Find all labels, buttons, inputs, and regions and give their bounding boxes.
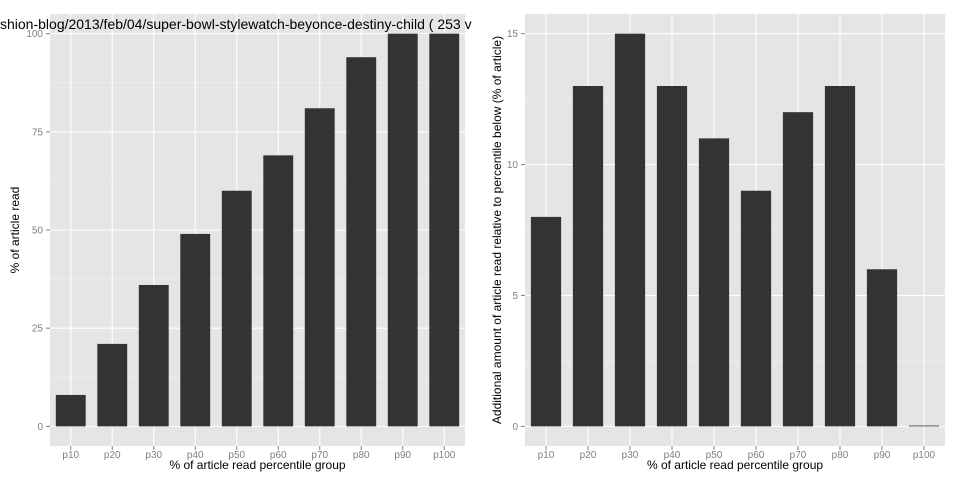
bar-p80 [346, 57, 377, 427]
bar-p90 [387, 33, 418, 427]
left-bar-chart: 0 25 50 75 100 p10 p20 p30 p40 p50 p60 p70 p80 p90 p10… [0, 14, 472, 472]
x-tick-label: p70 [790, 450, 807, 461]
y-tick-label: 0 [37, 422, 43, 433]
x-tick-label: p30 [145, 450, 162, 461]
x-tick-label: p30 [622, 450, 639, 461]
x-tick-label: p90 [394, 450, 411, 461]
bar-p10 [55, 394, 86, 427]
x-tick-label: p90 [874, 450, 891, 461]
x-tick-label: p100 [433, 450, 456, 461]
bar-p30 [614, 33, 646, 427]
bar-p60 [740, 190, 772, 427]
y-tick-label: 5 [512, 291, 518, 302]
bar-p70 [304, 108, 335, 427]
x-tick-label: p60 [748, 450, 765, 461]
x-tick-label: p40 [664, 450, 681, 461]
chart-title: shion-blog/2013/feb/04/super-bowl-stylew… [0, 16, 472, 32]
x-axis-title: % of article read percentile group [169, 458, 345, 472]
bar-p60 [263, 155, 294, 427]
y-axis-title: Additional amount of article read relati… [490, 36, 504, 424]
x-tick-label: p80 [353, 450, 370, 461]
x-tick-label: p50 [706, 450, 723, 461]
x-tick-label: p80 [832, 450, 849, 461]
x-tick-label: p70 [311, 450, 328, 461]
x-tick-label: p10 [62, 450, 79, 461]
x-tick-label: p50 [228, 450, 245, 461]
x-axis-title: % of article read percentile group [647, 458, 823, 472]
y-tick-label: 75 [32, 127, 44, 138]
x-tick-label: p60 [270, 450, 287, 461]
bar-p80 [824, 86, 856, 427]
bar-p20 [572, 86, 604, 427]
bar-p100 [429, 33, 460, 427]
y-tick-label: 15 [507, 29, 519, 40]
bar-p10 [530, 216, 562, 427]
x-tick-label: p40 [187, 450, 204, 461]
bar-p100 [908, 425, 940, 427]
y-axis-title: % of article read [8, 187, 22, 274]
x-tick-label: p100 [913, 450, 936, 461]
x-tick-label: p20 [580, 450, 597, 461]
bar-p50 [698, 138, 730, 427]
bar-p20 [97, 343, 128, 427]
y-tick-label: 100 [26, 29, 43, 40]
right-bar-chart: 0 5 10 15 p10 p20 p30 p40 p50 p60 p70 p80 p90 p100 % o… [490, 14, 945, 472]
y-tick-label: 10 [507, 160, 519, 171]
y-tick-label: 25 [32, 324, 44, 335]
bar-p40 [656, 86, 688, 427]
x-tick-label: p10 [538, 450, 555, 461]
bar-p90 [866, 269, 898, 427]
y-tick-label: 0 [512, 422, 518, 433]
y-tick-label: 50 [32, 226, 44, 237]
bar-p50 [221, 190, 252, 427]
x-tick-label: p20 [104, 450, 121, 461]
bar-p30 [138, 284, 169, 427]
bar-p40 [180, 233, 211, 427]
bar-p70 [782, 112, 814, 427]
